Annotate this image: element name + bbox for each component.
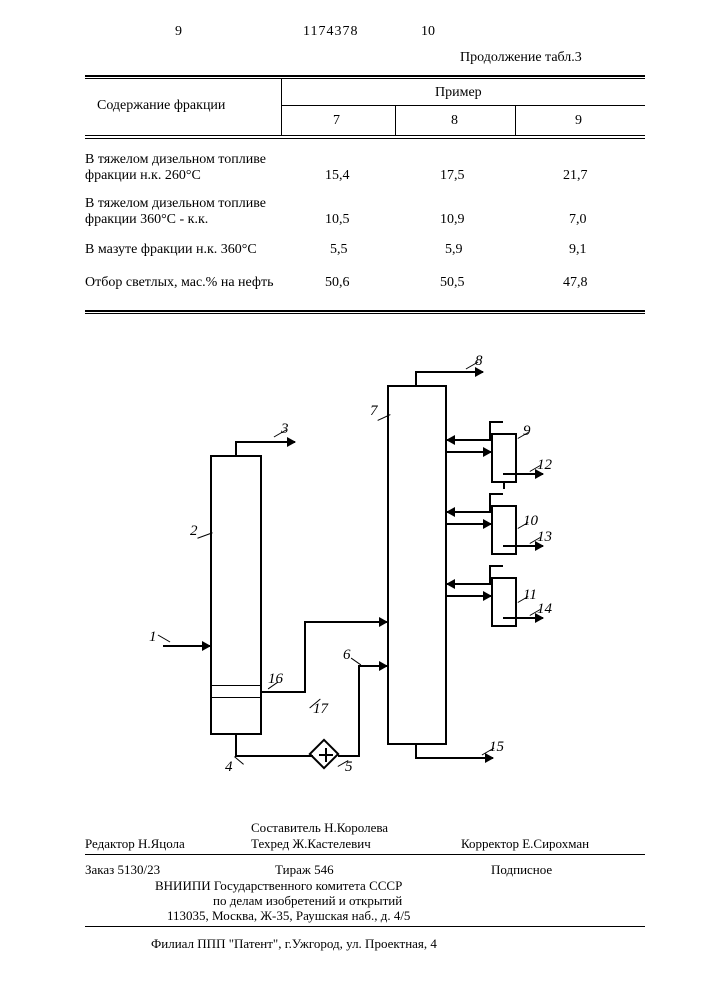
table-row-label: В мазуте фракции н.к. 360°С: [85, 242, 285, 259]
subscription: Подписное: [491, 862, 552, 878]
table-rule: [515, 105, 516, 135]
table-col-8: 8: [451, 113, 458, 130]
column-1: [210, 455, 262, 735]
table-rule: [85, 135, 645, 136]
editor-name: Н.Яцола: [138, 836, 185, 851]
table-cell: 21,7: [563, 168, 588, 185]
label-6: 6: [343, 647, 351, 664]
table-caption: Продолжение табл.3: [460, 50, 582, 66]
table-cell: 50,5: [440, 275, 465, 292]
table-cell: 5,9: [445, 242, 463, 259]
table-cell: 15,4: [325, 168, 350, 185]
order-number: Заказ 5130/23: [85, 862, 160, 878]
corrector-name: Е.Сирохман: [522, 836, 589, 851]
techred-name: Ж.Кастелевич: [293, 836, 371, 851]
compiler-label: Составитель: [251, 820, 321, 835]
table-rule: [85, 138, 645, 139]
branch: Филиал ППП "Патент", г.Ужгород, ул. Прое…: [151, 936, 437, 952]
page-num-left: 9: [175, 24, 182, 40]
table-cell: 17,5: [440, 168, 465, 185]
table-rule: [395, 105, 396, 135]
table-cell: 10,9: [440, 212, 465, 229]
stream-17: [304, 621, 387, 623]
stream-15: [415, 757, 493, 759]
stripper-11: [491, 577, 517, 627]
patent-number: 1174378: [303, 24, 358, 40]
table-rule: [281, 105, 645, 106]
editor-label: Редактор: [85, 836, 135, 851]
table-row-label: фракции н.к. 260°С: [85, 168, 285, 185]
stream-8: [415, 371, 483, 373]
table-cell: 50,6: [325, 275, 350, 292]
stripper-10: [491, 505, 517, 555]
divider: [85, 926, 645, 927]
stream-6: [358, 665, 387, 667]
table-row-label: Отбор светлых, мас.% на нефть: [85, 275, 285, 292]
corrector-label: Корректор: [461, 836, 519, 851]
table-col-9: 9: [575, 113, 582, 130]
table-col-group: Пример: [435, 85, 482, 102]
patent-page: 9 1174378 10 Продолжение табл.3 Содержан…: [85, 0, 655, 1000]
table-row-header: Содержание фракции: [97, 98, 225, 115]
page-num-right: 10: [421, 24, 435, 40]
table-row-label: фракции 360°С - к.к.: [85, 212, 285, 229]
stream-3: [235, 441, 295, 443]
label-7: 7: [370, 403, 378, 420]
label-10: 10: [523, 513, 538, 530]
table-row-label: В тяжелом дизельном топливе: [85, 152, 285, 169]
table-cell: 7,0: [569, 212, 587, 229]
divider: [85, 854, 645, 855]
table-col-7: 7: [333, 113, 340, 130]
stripper-9: [491, 433, 517, 483]
label-1: 1: [149, 629, 157, 646]
table-cell: 10,5: [325, 212, 350, 229]
process-flow-diagram: 1 2 3 4 5 6 16 17 7: [145, 365, 585, 780]
table-rule: [85, 78, 645, 79]
label-11: 11: [523, 587, 537, 604]
techred-label: Техред: [251, 836, 289, 851]
org-line-1: ВНИИПИ Государственного комитета СССР: [155, 878, 402, 894]
column-2: [387, 385, 447, 745]
table-cell: 47,8: [563, 275, 588, 292]
label-4: 4: [225, 759, 233, 776]
compiler-name: Н.Королева: [324, 820, 388, 835]
table-rule: [85, 310, 645, 312]
print-run: Тираж 546: [275, 862, 334, 878]
stream-1: [163, 645, 210, 647]
table-cell: 5,5: [330, 242, 348, 259]
table-rule: [85, 75, 645, 77]
table-rule: [281, 78, 282, 135]
address: 113035, Москва, Ж-35, Раушская наб., д. …: [167, 908, 410, 924]
table-cell: 9,1: [569, 242, 587, 259]
table-rule: [85, 313, 645, 314]
org-line-2: по делам изобретений и открытий: [213, 893, 402, 909]
table-row-label: В тяжелом дизельном топливе: [85, 196, 285, 213]
